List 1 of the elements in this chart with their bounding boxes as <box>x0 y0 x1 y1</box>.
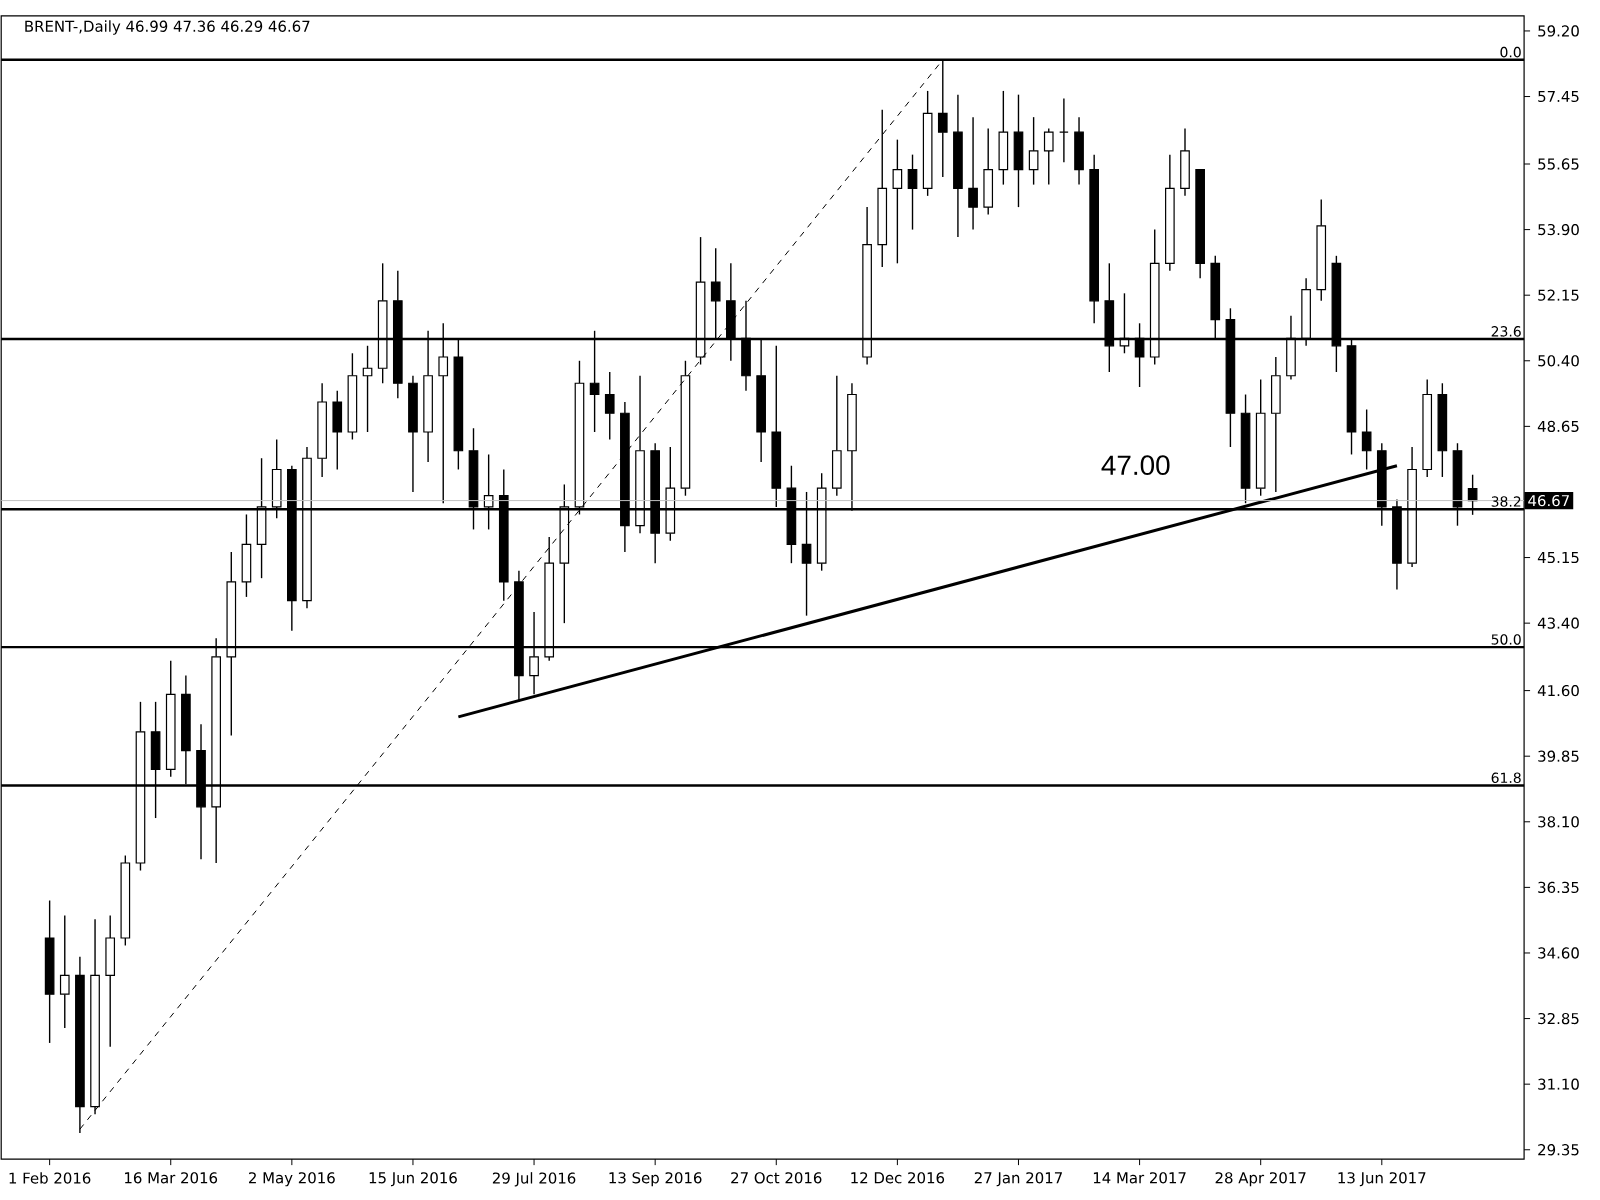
annotation: 47.00 <box>1101 455 1170 476</box>
